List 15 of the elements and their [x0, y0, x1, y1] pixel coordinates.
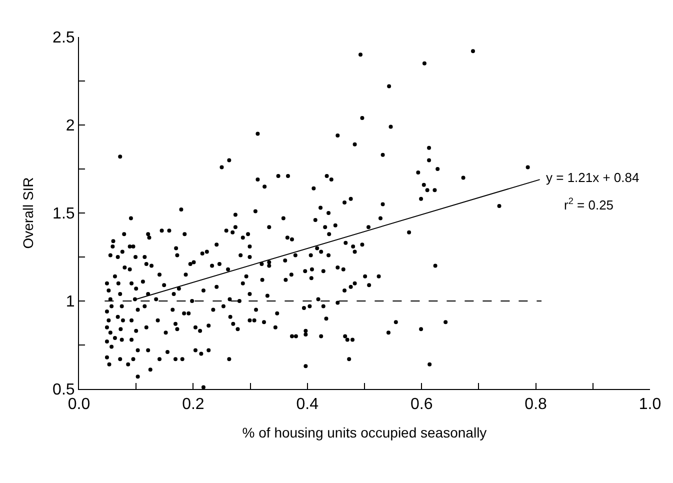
y-tick-label: 1 — [66, 294, 75, 311]
y-tick-label: 1.5 — [52, 206, 75, 223]
x-tick-label: 0.6 — [410, 396, 433, 414]
x-tick-label: 0.8 — [524, 396, 548, 414]
x-tick-label: 0.4 — [296, 396, 319, 414]
x-tick-label: 1.0 — [638, 396, 662, 414]
y-axis-title: Overall SIR — [20, 177, 36, 249]
y-tick-label: 2.5 — [52, 30, 75, 47]
y-tick-label: 2 — [66, 118, 75, 135]
annotation: r$^{2}$ = 0.25 — [564, 196, 614, 212]
y-tick-label: 0.5 — [52, 382, 75, 399]
x-tick-label: 0.2 — [182, 396, 204, 414]
annotation: y = 1.21x + 0.84 — [546, 170, 640, 185]
x-axis-title: % of housing units occupied seasonally — [242, 424, 487, 440]
x-tick-label: 0.0 — [68, 396, 90, 414]
